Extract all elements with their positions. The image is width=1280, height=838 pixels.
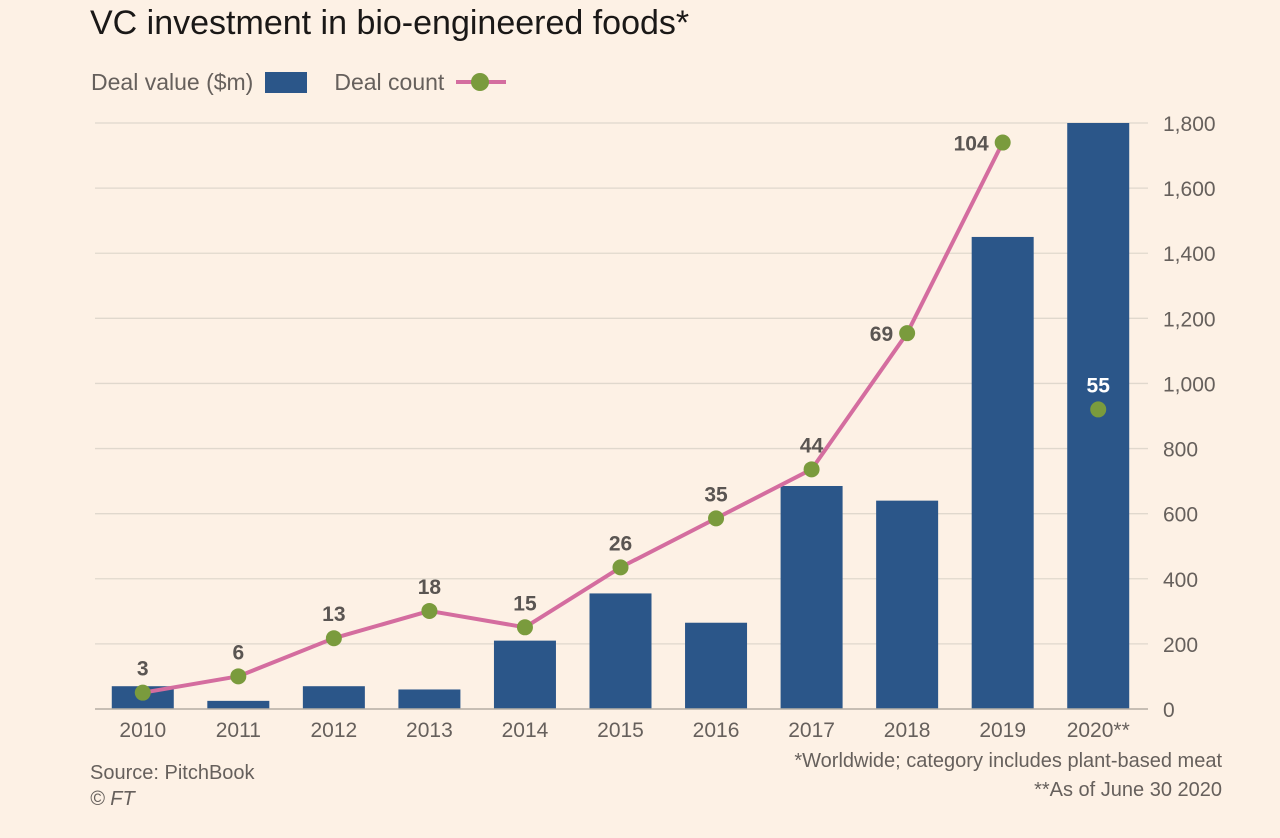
legend-line-label: Deal count: [334, 68, 445, 95]
legend-bar-label: Deal value ($m): [91, 68, 254, 95]
deal-count-marker: [421, 602, 438, 619]
x-tick-label: 2010: [119, 719, 166, 742]
deal-count-label: 44: [800, 434, 824, 457]
source-text: Source: PitchBook: [90, 762, 255, 784]
x-tick-label: 2013: [406, 719, 453, 742]
y-tick-label: 1,000: [1163, 373, 1216, 396]
y-tick-label: 1,600: [1163, 178, 1216, 201]
bar: [971, 236, 1034, 709]
chart-legend: Deal value ($m) Deal count: [91, 66, 507, 98]
deal-count-marker: [134, 684, 151, 701]
y-tick-label: 200: [1163, 634, 1198, 657]
deal-count-label: 35: [704, 483, 728, 506]
footer-source: Source: PitchBook © FT: [90, 760, 255, 812]
y-tick-label: 800: [1163, 439, 1198, 462]
bar: [876, 500, 939, 709]
deal-count-label: 69: [870, 323, 893, 346]
x-tick-label: 2012: [311, 719, 358, 742]
bar: [302, 686, 365, 709]
y-tick-label: 600: [1163, 504, 1198, 527]
deal-count-label: 3: [137, 658, 149, 681]
bar: [493, 640, 556, 709]
bar: [207, 700, 270, 709]
bar: [589, 593, 652, 709]
deal-count-label: 26: [609, 532, 632, 555]
x-tick-label: 2017: [788, 719, 835, 742]
y-tick-label: 400: [1163, 569, 1198, 592]
copyright-text: © FT: [90, 788, 135, 810]
x-tick-label: 2011: [216, 719, 261, 742]
footnote-date: **As of June 30 2020: [1034, 779, 1222, 801]
bar: [398, 689, 461, 709]
deal-count-label: 13: [322, 603, 345, 626]
deal-count-marker: [994, 134, 1011, 151]
deal-count-label: 104: [954, 133, 989, 156]
deal-count-marker: [1090, 401, 1107, 418]
footnotes: *Worldwide; category includes plant-base…: [794, 747, 1222, 805]
deal-count-label: 55: [1087, 374, 1111, 397]
deal-count-label: 15: [513, 592, 537, 615]
bar: [780, 485, 843, 709]
x-tick-label: 2018: [884, 719, 931, 742]
deal-count-marker: [230, 668, 247, 685]
deal-count-label: 18: [418, 576, 442, 599]
x-tick-label: 2019: [979, 719, 1026, 742]
deal-count-marker: [708, 510, 725, 527]
deal-count-label: 6: [232, 641, 244, 664]
deal-count-marker: [325, 630, 342, 647]
y-tick-label: 1,800: [1163, 113, 1216, 136]
deal-count-marker: [899, 325, 916, 342]
x-tick-label: 2020**: [1067, 719, 1130, 742]
x-tick-label: 2014: [502, 719, 549, 742]
chart-title: VC investment in bio-engineered foods*: [90, 4, 690, 42]
deal-count-marker: [803, 461, 820, 478]
legend-line-swatch: [456, 72, 507, 92]
footnote-worldwide: *Worldwide; category includes plant-base…: [794, 750, 1222, 772]
x-tick-label: 2015: [597, 719, 644, 742]
deal-count-line: [140, 140, 1005, 695]
x-tick-label: 2016: [693, 719, 740, 742]
deal-count-marker: [516, 619, 533, 636]
legend-bar-swatch: [265, 71, 308, 93]
y-tick-label: 0: [1163, 699, 1175, 722]
deal-count-marker: [612, 559, 629, 576]
y-tick-label: 1,400: [1163, 243, 1216, 266]
y-tick-label: 1,200: [1163, 308, 1216, 331]
bar: [685, 622, 748, 709]
